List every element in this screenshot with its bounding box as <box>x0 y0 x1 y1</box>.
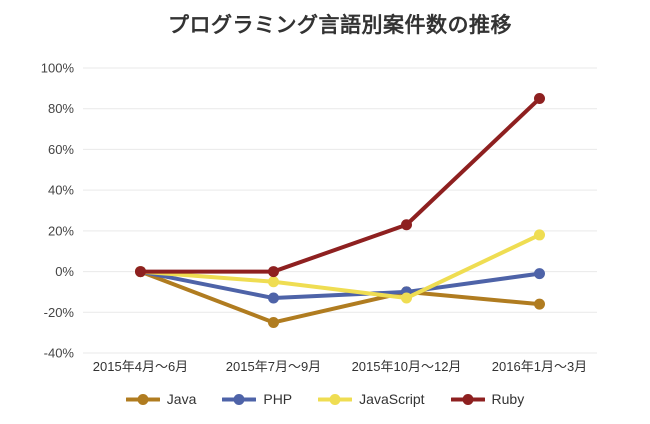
x-tick-label: 2015年4月〜6月 <box>93 359 188 374</box>
y-tick-label: 60% <box>48 142 74 157</box>
x-tick-label: 2015年7月〜9月 <box>226 359 321 374</box>
legend-item-php: PHP <box>222 391 292 407</box>
legend-item-javascript: JavaScript <box>318 391 425 407</box>
data-point-php <box>268 292 279 304</box>
legend-marker-java <box>125 393 160 405</box>
chart-legend: Java PHP JavaScript Ruby <box>0 391 650 407</box>
y-tick-label: 80% <box>48 101 74 116</box>
data-point-javascript <box>268 276 279 288</box>
x-tick-label: 2015年10月〜12月 <box>352 359 462 374</box>
series-line-java <box>138 269 542 325</box>
y-tick-label: 100% <box>41 61 75 76</box>
legend-label-java: Java <box>166 391 197 407</box>
data-point-javascript <box>401 292 412 304</box>
legend-label-php: PHP <box>263 391 293 407</box>
y-tick-label: 40% <box>48 183 74 198</box>
legend-label-ruby: Ruby <box>491 391 525 407</box>
data-point-ruby <box>268 266 279 278</box>
chart-title: プログラミング言語別案件数の推移 <box>168 14 512 37</box>
data-point-ruby <box>135 266 146 278</box>
data-point-ruby <box>401 219 412 231</box>
line-chart-plot-area: -40% -20% 0% 20% 40% 60% 80% 100% 2015年4月〜6月 2015… <box>41 61 597 374</box>
data-point-ruby <box>534 93 545 105</box>
data-point-java <box>268 316 279 328</box>
legend-label-javascript: JavaScript <box>359 391 425 407</box>
series-line-javascript <box>138 232 542 301</box>
y-tick-label: 0% <box>55 264 74 279</box>
legend-marker-ruby <box>450 393 485 405</box>
y-tick-label: -40% <box>44 346 75 361</box>
legend-marker-php <box>222 393 257 405</box>
data-point-php <box>534 268 545 280</box>
series-line-ruby <box>138 96 542 274</box>
legend-marker-javascript <box>318 393 353 405</box>
y-tick-label: 20% <box>48 223 74 238</box>
y-tick-label: -20% <box>44 305 75 320</box>
series-line-php <box>138 269 542 301</box>
legend-item-java: Java <box>125 391 197 407</box>
data-point-javascript <box>534 229 545 241</box>
legend-item-ruby: Ruby <box>450 391 525 407</box>
x-tick-label: 2016年1月〜3月 <box>492 359 587 374</box>
data-point-java <box>534 298 545 310</box>
